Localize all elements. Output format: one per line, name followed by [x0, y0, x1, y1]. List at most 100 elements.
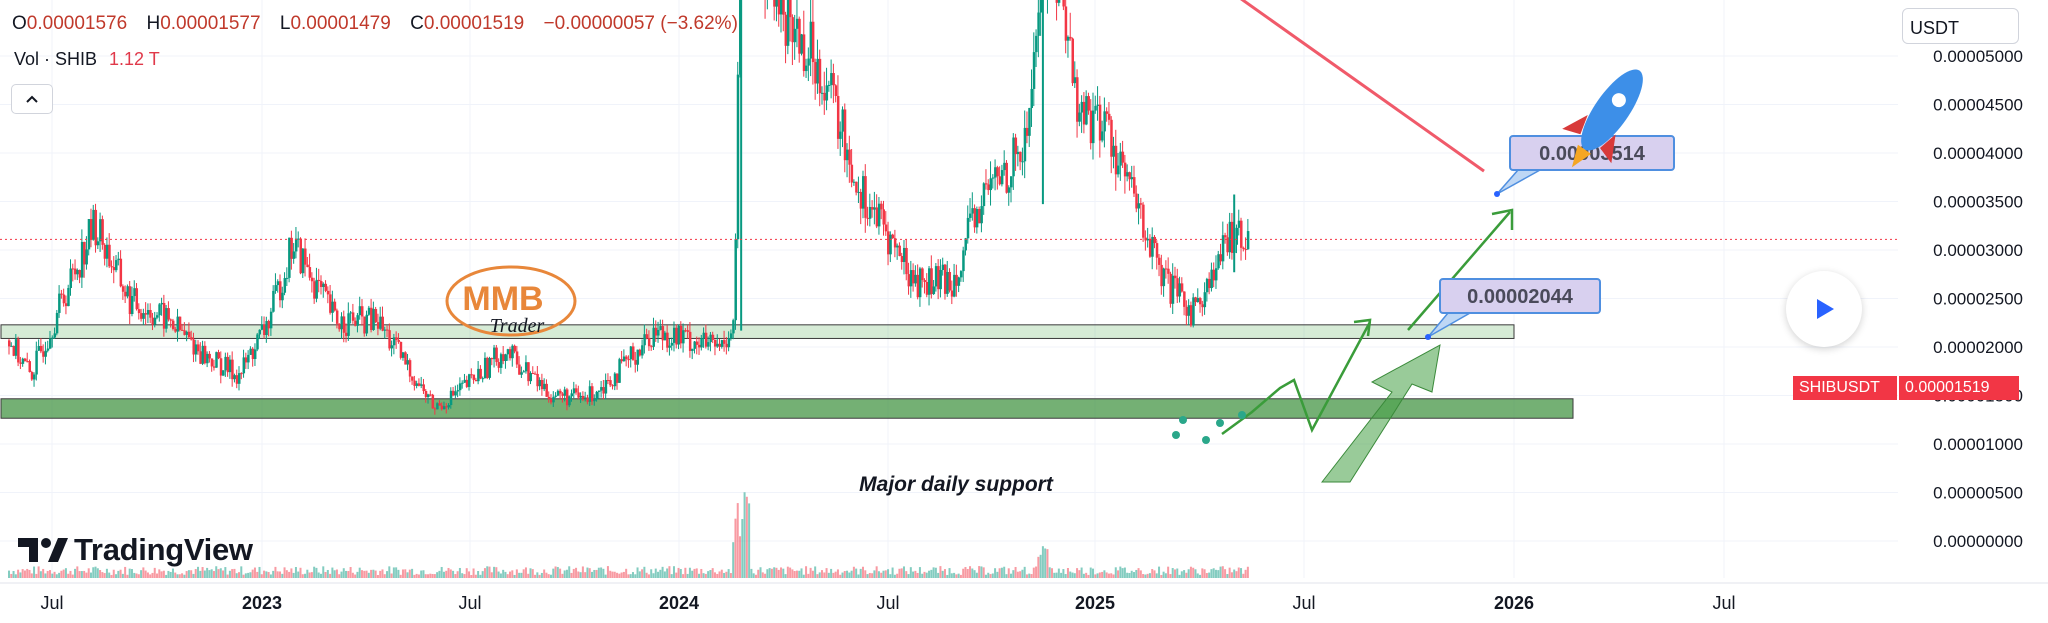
- volume-bar: [449, 569, 452, 578]
- volume-bar: [978, 566, 981, 578]
- candle-body: [417, 383, 421, 386]
- volume-bar: [1032, 567, 1035, 578]
- candle-body: [809, 21, 813, 59]
- candle-body: [657, 329, 660, 336]
- volume-bar: [340, 571, 343, 578]
- candle-body: [996, 167, 999, 177]
- volume-bar: [597, 567, 600, 578]
- candle-body: [688, 331, 692, 351]
- volume-bar: [60, 570, 63, 578]
- candle-body: [74, 268, 77, 275]
- candle-body: [58, 293, 61, 313]
- candle-body: [1103, 111, 1106, 132]
- volume-bar: [228, 570, 231, 578]
- candle-body: [1107, 113, 1111, 120]
- collapse-legend-button[interactable]: [11, 84, 53, 114]
- candle-body: [294, 238, 298, 252]
- volume-bar: [711, 568, 714, 578]
- volume-bar: [1021, 569, 1024, 578]
- volume-bar: [531, 569, 534, 578]
- candle-body: [786, 0, 790, 46]
- volume-bar: [288, 571, 291, 578]
- candle-body: [381, 316, 384, 331]
- candle-body: [103, 244, 107, 259]
- volume-bar: [973, 570, 976, 578]
- candle-body: [1094, 105, 1097, 111]
- volume-bar: [882, 570, 885, 578]
- volume-bar: [44, 573, 47, 578]
- volume-bar: [299, 567, 302, 578]
- candle-body: [178, 316, 182, 330]
- volume-bar: [1010, 573, 1013, 578]
- volume-bar: [1158, 566, 1161, 578]
- volume-bar: [1044, 548, 1047, 578]
- callout-anchor: [1494, 191, 1500, 197]
- volume-bar: [397, 569, 400, 578]
- volume-bar: [156, 573, 159, 578]
- volume-bar: [538, 574, 541, 578]
- volume-bar: [190, 570, 193, 578]
- volume-bar: [406, 572, 409, 578]
- volume-bar: [33, 566, 36, 578]
- volume-bar: [877, 571, 880, 578]
- candle-body: [310, 277, 314, 282]
- candle-body: [718, 343, 722, 347]
- candle-body: [26, 361, 29, 363]
- volume-bar: [527, 573, 530, 578]
- candle-body: [297, 238, 300, 240]
- candle-body: [882, 209, 885, 225]
- candle-body: [650, 346, 653, 348]
- volume-bar: [331, 567, 334, 578]
- play-button[interactable]: [1786, 271, 1862, 347]
- candle-body: [930, 268, 933, 295]
- volume-bar: [1112, 574, 1115, 578]
- volume-bar: [135, 573, 138, 578]
- volume-bar: [1196, 573, 1199, 578]
- volume-bar: [1060, 572, 1063, 578]
- candle-body: [841, 109, 844, 132]
- candle-body: [980, 206, 983, 224]
- candle-body: [827, 84, 831, 86]
- last-price-badge: 0.00001519: [1899, 376, 2019, 400]
- candle-body: [1210, 269, 1213, 289]
- candle-body: [46, 348, 50, 351]
- candle-body: [281, 292, 284, 301]
- candle-body: [101, 219, 104, 245]
- candle-body: [834, 85, 838, 96]
- volume-bar: [477, 571, 480, 578]
- volume-bar: [912, 571, 915, 578]
- chevron-up-icon: [26, 95, 38, 103]
- x-tick-label: Jul: [458, 593, 481, 613]
- volume-bar: [490, 572, 493, 578]
- candle-body: [504, 354, 507, 362]
- volume-bar: [1014, 566, 1017, 578]
- candle-body: [1076, 77, 1079, 122]
- candle-body: [1196, 298, 1200, 303]
- volume-bar: [233, 568, 236, 578]
- currency-selector[interactable]: USDT: [1902, 8, 2019, 44]
- volume-bar: [1066, 568, 1069, 578]
- close-label: C: [410, 13, 424, 34]
- volume-bar: [590, 571, 593, 578]
- tradingview-logo[interactable]: TradingView: [18, 532, 253, 568]
- y-tick-label: 0.00005000: [1933, 47, 2023, 66]
- candle-body: [399, 341, 403, 358]
- candle-body: [1139, 203, 1143, 205]
- pattern-point: [1216, 419, 1224, 427]
- volume-bar: [165, 574, 168, 578]
- volume-bar: [823, 572, 826, 578]
- volume-bar: [1005, 574, 1008, 578]
- candle-body: [1037, 12, 1040, 36]
- candle-body: [474, 379, 478, 382]
- candle-body: [493, 347, 496, 360]
- candle-body: [87, 219, 91, 250]
- volume-bar: [1153, 570, 1156, 578]
- candle-body: [861, 176, 865, 209]
- candle-body: [1194, 297, 1197, 303]
- volume-bar: [258, 566, 261, 578]
- candle-body: [941, 264, 945, 270]
- y-tick-label: 0.00000500: [1933, 484, 2023, 503]
- volume-bar: [821, 570, 824, 578]
- volume-bar: [675, 572, 678, 578]
